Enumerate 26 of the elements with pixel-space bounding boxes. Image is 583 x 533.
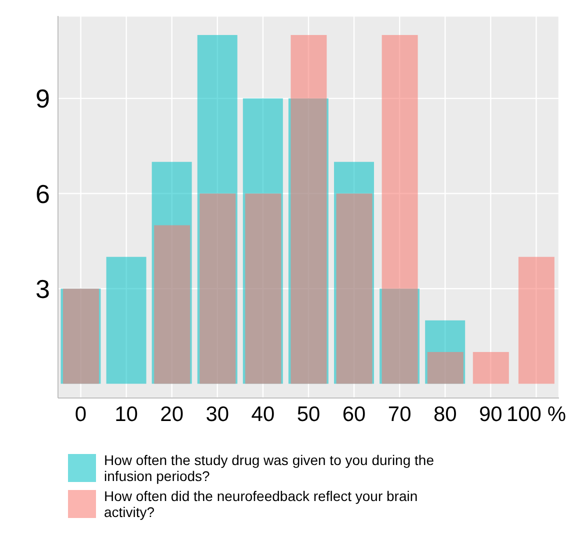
x-tick-label: 80 <box>433 402 457 426</box>
bar <box>290 35 327 384</box>
y-tick-label: 3 <box>36 274 50 304</box>
bar <box>200 194 236 384</box>
bar <box>336 194 372 384</box>
bar <box>154 225 190 384</box>
legend-label: How often the study drug was given to you during the infusion periods? <box>104 452 434 484</box>
bar <box>518 256 554 384</box>
legend-label: How often did the neurofeedback reflect your brain activity? <box>104 488 419 520</box>
x-tick-label: 50 <box>296 402 320 426</box>
x-tick-label: 100 % <box>506 402 566 426</box>
bar <box>382 35 418 384</box>
y-tick-label: 9 <box>36 84 50 114</box>
x-tick-label: 70 <box>388 402 412 426</box>
y-tick-label: 6 <box>36 178 50 209</box>
x-tick-label: 90 <box>479 402 502 426</box>
x-tick-label: 10 <box>114 402 138 426</box>
bar <box>106 256 146 384</box>
bar <box>427 352 464 384</box>
x-tick-label: 30 <box>206 402 230 426</box>
x-tick-label: 20 <box>160 402 184 426</box>
x-tick-label: 60 <box>342 402 366 426</box>
x-tick-label: 40 <box>251 402 275 426</box>
bar <box>245 194 282 384</box>
bar <box>472 352 509 384</box>
x-tick-label: 0 <box>74 402 87 426</box>
